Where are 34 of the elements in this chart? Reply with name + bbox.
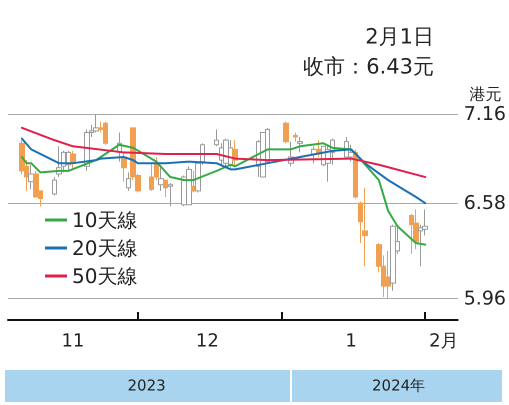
- y-tick-label: 7.16: [464, 103, 506, 125]
- legend-label: 20天線: [72, 236, 138, 260]
- x-tick-label: 12: [196, 330, 219, 352]
- line-series: [20, 126, 426, 178]
- x-tick-label: 2月: [429, 330, 459, 352]
- x-tick-label: 1: [345, 330, 357, 352]
- candlestick: [28, 164, 34, 190]
- x-tick-label: 11: [61, 330, 84, 352]
- candlestick: [362, 187, 368, 267]
- y-axis-title: 港元: [470, 84, 502, 104]
- line-series: [20, 138, 426, 204]
- text: 2024年: [372, 376, 426, 394]
- text: 2023: [128, 376, 166, 394]
- candlestick: [297, 136, 303, 153]
- candlestick: [52, 176, 57, 196]
- candlestick: [293, 132, 298, 142]
- candlestick: [126, 172, 131, 192]
- candlestick: [283, 121, 289, 144]
- candlestick: [214, 128, 219, 147]
- candlestick: [191, 170, 196, 193]
- candlestick: [413, 208, 419, 250]
- candlestick: [385, 250, 391, 299]
- candlestick: [93, 114, 99, 133]
- y-tick-label: 5.96: [464, 287, 506, 310]
- text: 收市：6.43元: [303, 54, 434, 78]
- candlestick: [163, 180, 168, 198]
- legend-label: 10天線: [72, 208, 138, 232]
- y-tick-label: 6.58: [464, 192, 506, 214]
- candlestick: [158, 166, 164, 192]
- candlestick: [168, 182, 173, 207]
- candlestick: [390, 224, 396, 292]
- legend-label: 50天線: [72, 264, 138, 288]
- text: 2月1日: [365, 24, 434, 48]
- candlestick: [121, 152, 127, 182]
